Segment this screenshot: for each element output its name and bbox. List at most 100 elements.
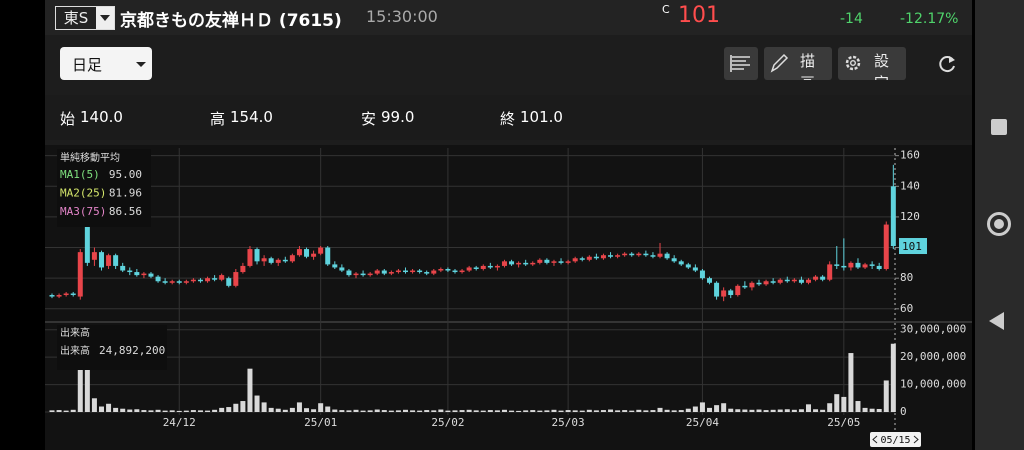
volume-bar xyxy=(629,410,635,412)
volume-bar xyxy=(798,409,804,412)
volume-bar xyxy=(339,410,345,412)
volume-bar xyxy=(332,409,338,412)
home-button[interactable] xyxy=(987,212,1011,236)
cursor-arrow xyxy=(913,435,919,444)
volume-bar xyxy=(445,410,451,412)
candle-body xyxy=(431,270,437,274)
nav-bar xyxy=(975,0,1024,450)
volume-bar xyxy=(466,409,472,412)
candle-body xyxy=(714,282,720,297)
volume-bar xyxy=(162,410,168,412)
candle-body xyxy=(339,267,345,271)
volume-bar xyxy=(685,408,691,412)
ohlc-value: 99.0 xyxy=(381,108,415,126)
candle-body xyxy=(777,279,783,283)
recent-button[interactable] xyxy=(991,119,1007,135)
volume-bar xyxy=(657,407,663,412)
candle-body xyxy=(784,279,790,282)
candle-body xyxy=(756,282,762,285)
volume-bar xyxy=(318,403,324,412)
candle-body xyxy=(219,275,225,280)
candle-body xyxy=(749,282,755,288)
ohlc-value: 101.0 xyxy=(520,108,563,126)
volume-bar xyxy=(410,410,416,412)
volume-bar xyxy=(169,410,175,412)
volume-bar xyxy=(494,410,500,412)
volume-bar xyxy=(459,410,465,412)
candle-body xyxy=(410,270,416,273)
volume-bar xyxy=(268,407,274,412)
period-select[interactable]: 日足 xyxy=(60,47,152,80)
stock-name: 京都きもの友禅ＨＤ (7615) xyxy=(120,11,342,31)
candle-body xyxy=(869,264,875,266)
candle-body xyxy=(509,261,515,265)
dropdown-arrow xyxy=(96,7,114,29)
candle-body xyxy=(657,253,663,257)
time: 15:30:00 xyxy=(366,7,438,26)
volume-bar xyxy=(805,404,811,412)
candle-body xyxy=(459,270,465,273)
candle-body xyxy=(134,272,140,276)
candle-body xyxy=(395,270,401,273)
volume-bar xyxy=(699,402,705,412)
ma-value: 95.00 xyxy=(109,168,142,181)
volume-bar xyxy=(509,410,515,412)
candle-body xyxy=(608,255,614,257)
candle-body xyxy=(523,262,529,265)
candle-body xyxy=(487,265,493,268)
candle-body xyxy=(98,252,104,268)
cursor-date: 05/15 xyxy=(880,435,910,446)
candle-body xyxy=(473,267,479,269)
price: 101 xyxy=(678,3,720,28)
volume-bar xyxy=(707,407,713,412)
ohlc-name: 高 xyxy=(210,110,226,128)
volume-bar xyxy=(876,408,882,412)
volume-legend-box xyxy=(57,325,167,370)
volume-bar xyxy=(360,410,366,412)
candle-body xyxy=(558,261,564,263)
volume-bar xyxy=(226,407,232,412)
settings-button[interactable]: 設定 xyxy=(838,47,906,80)
volume-bar xyxy=(247,368,253,412)
candle-body xyxy=(190,279,196,282)
candle-body xyxy=(848,262,854,268)
header xyxy=(45,0,972,35)
volume-bar xyxy=(813,409,819,412)
ma-name: MA1(5) xyxy=(60,168,100,181)
candle-body xyxy=(579,258,585,260)
ma-value: 81.96 xyxy=(109,187,142,200)
volume-bar xyxy=(671,410,677,412)
candle-body xyxy=(282,259,288,262)
volume-bar xyxy=(353,409,359,412)
candle-body xyxy=(296,249,302,256)
candle-body xyxy=(247,249,253,266)
draw-button[interactable]: 描画 xyxy=(764,47,832,80)
indicator-button[interactable] xyxy=(724,47,758,80)
volume-bar xyxy=(742,409,748,412)
volume-bar xyxy=(381,410,387,412)
candle-body xyxy=(289,255,295,262)
volume-bar xyxy=(643,410,649,412)
volume-bar xyxy=(728,408,734,412)
volume-bar xyxy=(106,403,112,412)
volume-bar xyxy=(558,410,564,412)
candle-body xyxy=(268,258,274,263)
candle-body xyxy=(261,258,267,262)
candle-body xyxy=(770,281,776,283)
candle-body xyxy=(155,276,161,282)
y-tick-label: 80 xyxy=(900,271,913,284)
back-button[interactable] xyxy=(989,312,1004,330)
candle-body xyxy=(141,273,147,276)
candle-body xyxy=(212,278,218,280)
candle-body xyxy=(325,247,331,265)
candle-body xyxy=(205,278,211,282)
volume-bar xyxy=(98,406,104,412)
volume-bar xyxy=(664,409,670,412)
volume-bar xyxy=(367,410,373,412)
candle-body xyxy=(798,279,804,283)
exchange-select[interactable]: 東S xyxy=(55,6,115,30)
volume-bar xyxy=(551,409,557,412)
candle-body xyxy=(445,268,451,271)
refresh-button[interactable] xyxy=(935,52,959,76)
